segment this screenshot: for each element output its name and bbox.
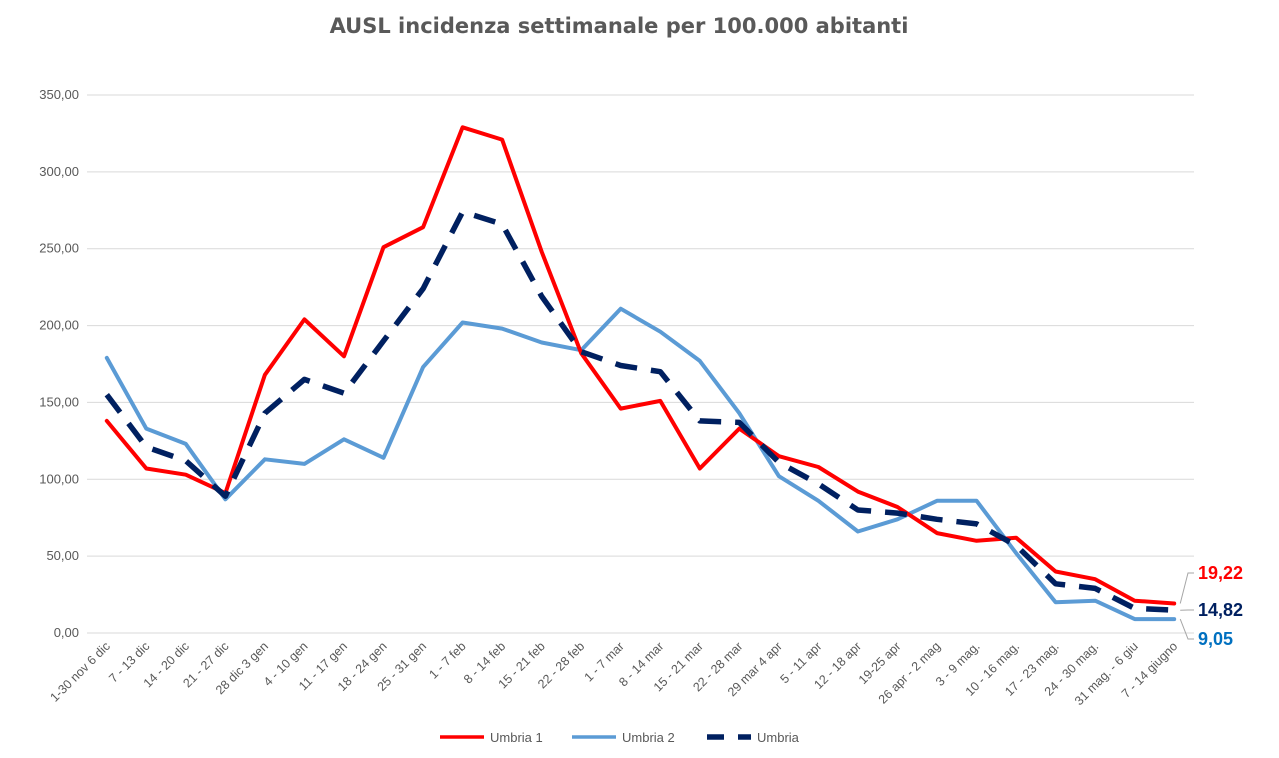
series-lines — [104, 125, 1177, 622]
x-tick-label: 1-30 nov 6 dic — [47, 639, 112, 704]
y-tick-label: 150,00 — [39, 394, 79, 409]
y-tick-label: 350,00 — [39, 87, 79, 102]
chart-title: AUSL incidenza settimanale per 100.000 a… — [330, 14, 909, 38]
y-axis-ticks: 0,00 50,00 100,00 150,00 200,00 250,00 300,00 3… — [39, 87, 79, 640]
end-label: 9,05 — [1198, 629, 1233, 649]
legend-label: Umbria 1 — [490, 730, 543, 745]
leader-line — [1179, 572, 1194, 604]
leader-line — [1179, 618, 1194, 640]
series-line-umbria-2 — [104, 306, 1177, 622]
end-labels: 19,22 9,05 14,82 — [1179, 563, 1243, 649]
y-tick-label: 250,00 — [39, 241, 79, 256]
series-line-umbria-1 — [104, 125, 1177, 606]
y-tick-label: 0,00 — [54, 625, 79, 640]
grid — [87, 94, 1194, 634]
y-tick-label: 100,00 — [39, 471, 79, 486]
legend-label: Umbria — [757, 730, 800, 745]
y-tick-label: 200,00 — [39, 318, 79, 333]
legend-label: Umbria 2 — [622, 730, 675, 745]
series-line-umbria — [104, 209, 1175, 613]
y-tick-label: 50,00 — [46, 548, 79, 563]
end-label: 19,22 — [1198, 563, 1243, 583]
legend: Umbria 1 Umbria 2 Umbria — [440, 730, 800, 745]
y-tick-label: 300,00 — [39, 164, 79, 179]
end-label: 14,82 — [1198, 600, 1243, 620]
